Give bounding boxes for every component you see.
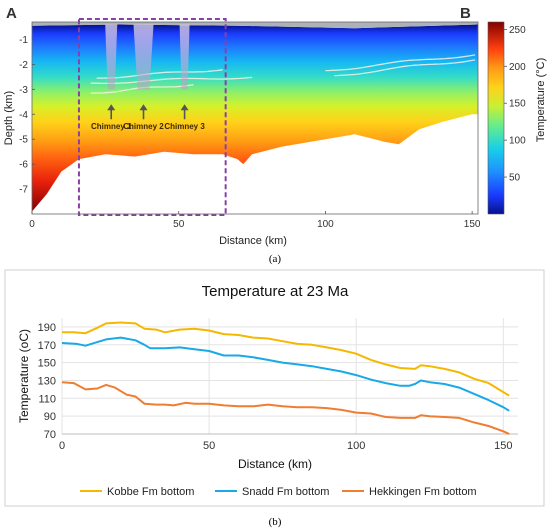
panel-a-caption: (a) xyxy=(269,253,282,265)
chart-b-y-tick-label: 170 xyxy=(38,340,56,352)
chart-b-y-tick-label: 150 xyxy=(38,358,56,370)
section-y-tick-label: -3 xyxy=(19,85,28,96)
chart-b-y-tick-label: 130 xyxy=(38,375,56,387)
panel-b-caption: (b) xyxy=(269,516,282,528)
chart-b-x-tick-label: 100 xyxy=(347,440,365,452)
section-y-tick-label: -2 xyxy=(19,60,28,71)
chimney-label: Chimney 2 xyxy=(123,122,164,131)
colorbar-tick-label: 150 xyxy=(509,99,526,110)
horizon-line xyxy=(90,76,253,85)
legend-label: Kobbe Fm bottom xyxy=(107,486,194,498)
chimney-arrowhead-icon xyxy=(139,104,148,111)
section-y-tick-label: -6 xyxy=(19,160,28,171)
section-x-ticks: 0 50 100 150 xyxy=(29,211,481,230)
series-line xyxy=(61,381,510,435)
legend-label: Hekkingen Fm bottom xyxy=(369,486,477,498)
chart-b-x-axis-label: Distance (km) xyxy=(238,457,312,471)
section-y-tick-label: -7 xyxy=(19,185,28,196)
section-start-label: A xyxy=(6,5,17,22)
chart-b-y-ticks: 70 90 110 130 150 170 190 xyxy=(38,322,56,441)
temperature-line-chart: Temperature at 23 Ma 70 90 110 130 150 170 190… xyxy=(4,269,545,528)
horizon-line xyxy=(334,59,476,77)
water-column xyxy=(32,22,478,29)
section-x-tick-label: 0 xyxy=(29,219,35,230)
chart-b-y-tick-label: 90 xyxy=(44,411,56,423)
section-y-ticks: -1 -2 -3 -4 -5 -6 -7 xyxy=(19,35,35,196)
chimney-label: Chimney 1 xyxy=(91,122,132,131)
colorbar-tick-label: 250 xyxy=(509,25,526,36)
section-x-tick-label: 50 xyxy=(173,219,185,230)
highlight-box xyxy=(77,18,227,216)
horizon-line xyxy=(325,54,476,72)
chart-b-y-tick-label: 110 xyxy=(38,393,56,405)
chimney-arrowhead-icon xyxy=(107,104,116,111)
chart-b-y-tick-label: 70 xyxy=(44,429,56,441)
section-frame xyxy=(31,21,479,215)
chimney-label: Chimney 3 xyxy=(164,122,205,131)
gas-chimney xyxy=(105,24,118,90)
series-line xyxy=(62,321,510,397)
legend-label: Snadd Fm bottom xyxy=(242,486,329,498)
section-y-tick-label: -5 xyxy=(19,135,28,146)
colorbar-tick-label: 50 xyxy=(509,173,521,184)
chart-b-x-tick-label: 150 xyxy=(494,440,512,452)
chart-b-x-tick-label: 50 xyxy=(203,440,215,452)
chart-b-y-axis-label: Temperature (oC) xyxy=(17,329,31,423)
section-y-tick-label: -4 xyxy=(19,110,28,121)
colorbar-tick-label: 200 xyxy=(509,62,526,73)
colorbar xyxy=(487,21,505,215)
colorbar-ticks: 50 100 150 200 250 xyxy=(504,25,526,184)
chart-b-legend: Kobbe Fm bottom Snadd Fm bottom Hekkingen … xyxy=(80,486,477,498)
section-x-axis-label: Distance (km) xyxy=(219,235,287,247)
section-x-tick-label: 150 xyxy=(464,219,481,230)
section-y-axis-label: Depth (km) xyxy=(3,91,15,145)
series-line xyxy=(61,336,510,412)
chart-b-x-ticks: 0 50 100 150 xyxy=(59,440,513,452)
gas-chimney xyxy=(179,24,190,90)
section-end-label: B xyxy=(460,5,471,22)
colorbar-label: Temperature (°C) xyxy=(535,58,547,142)
chart-b-x-tick-label: 0 xyxy=(59,440,65,452)
horizon-line xyxy=(96,69,223,79)
chimney-arrowhead-icon xyxy=(180,104,189,111)
section-y-tick-label: -1 xyxy=(19,35,28,46)
chart-b-title: Temperature at 23 Ma xyxy=(202,283,349,300)
chart-b-y-tick-label: 190 xyxy=(38,322,56,334)
chart-b-series xyxy=(61,321,510,435)
section-x-tick-label: 100 xyxy=(317,219,334,230)
gas-chimney xyxy=(133,24,154,90)
colorbar-tick-label: 100 xyxy=(509,136,526,147)
